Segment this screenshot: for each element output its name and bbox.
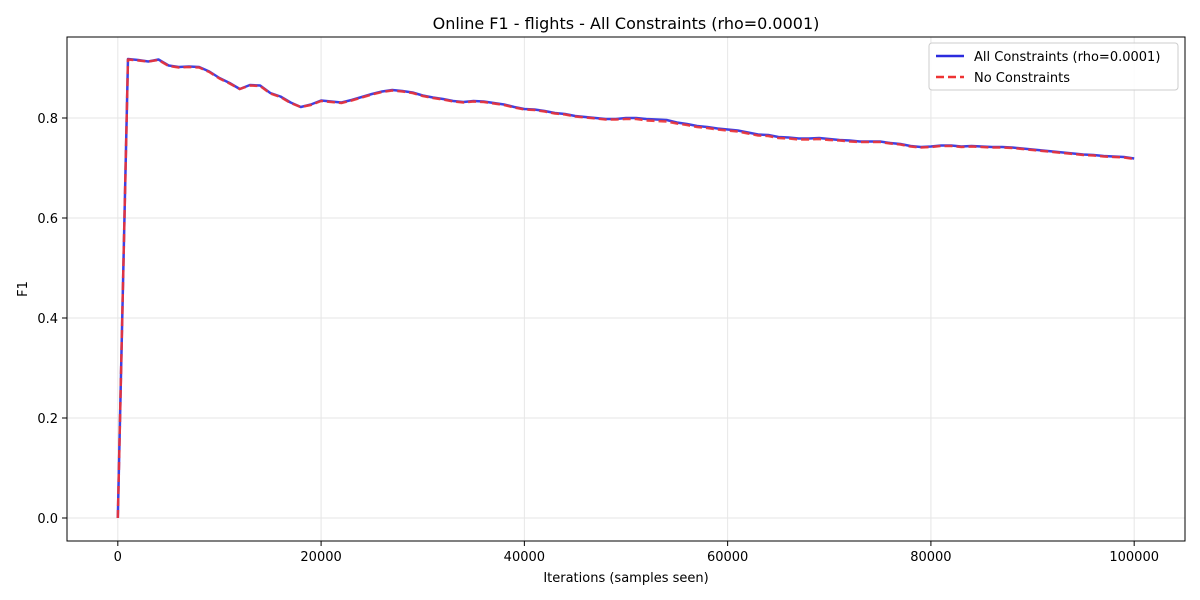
x-tick-label: 40000 bbox=[504, 550, 545, 565]
y-axis-ticks: 0.0 0.2 0.4 0.6 0.8 bbox=[37, 112, 67, 527]
plot-frame bbox=[66, 36, 1186, 542]
x-axis-label: Iterations (samples seen) bbox=[543, 571, 708, 586]
x-tick-label: 0 bbox=[114, 550, 122, 565]
y-tick-label: 0.4 bbox=[37, 312, 58, 327]
legend-label-no-constraints: No Constraints bbox=[974, 71, 1070, 86]
y-axis-label: F1 bbox=[16, 281, 31, 297]
series-lines bbox=[116, 57, 1135, 519]
y-tick-label: 0.8 bbox=[37, 112, 58, 127]
y-tick-label: 0.6 bbox=[37, 212, 58, 227]
x-axis-ticks: 0 20000 40000 60000 80000 100000 bbox=[114, 541, 1159, 565]
legend: All Constraints (rho=0.0001) No Constrai… bbox=[928, 42, 1179, 91]
x-tick-label: 80000 bbox=[910, 550, 951, 565]
legend-box bbox=[928, 42, 1179, 91]
series-line-no-constraints bbox=[116, 58, 1135, 519]
x-tick-label: 20000 bbox=[300, 550, 341, 565]
x-tick-label: 60000 bbox=[707, 550, 748, 565]
chart-title: Online F1 - flights - All Constraints (r… bbox=[433, 14, 820, 33]
y-tick-label: 0.0 bbox=[37, 512, 58, 527]
y-tick-label: 0.2 bbox=[37, 412, 58, 427]
legend-label-all-constraints: All Constraints (rho=0.0001) bbox=[974, 50, 1160, 65]
x-tick-label: 100000 bbox=[1109, 550, 1159, 565]
